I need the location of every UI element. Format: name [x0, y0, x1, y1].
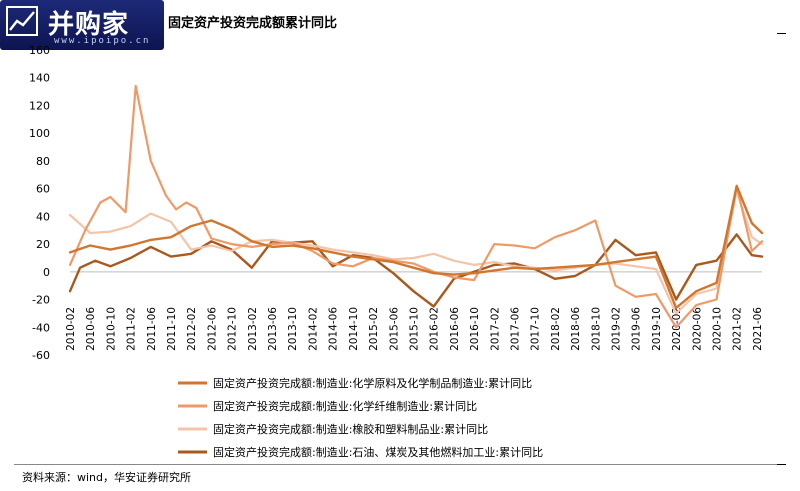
x-tick-label: 2014-02 — [307, 307, 319, 351]
corner-mark-bottom — [777, 464, 786, 465]
series-line — [68, 233, 764, 308]
x-tick-label: 2016-02 — [429, 307, 441, 351]
x-tick-label: 2015-06 — [388, 307, 400, 351]
y-axis: -60 -40 -20 0 20 40 60 80 100 120 140 160 — [29, 44, 50, 362]
logo-url: www.ipoipo.cn — [54, 36, 151, 46]
x-tick-label: 2019-06 — [631, 307, 643, 351]
x-axis: 2010-02 2010-06 2010-10 2011-02 2011-06 2011-… — [65, 271, 764, 351]
brand-logo: 并购家 www.ipoipo.cn — [0, 0, 164, 50]
legend: 固定资产投资完成额:制造业:化学原料及化学制品制造业:累计同比固定资产投资完成额… — [178, 376, 543, 459]
x-tick-label: 2021-02 — [732, 307, 744, 351]
x-tick-label: 2017-06 — [509, 307, 521, 351]
y-tick-label: -20 — [32, 294, 50, 307]
series-line — [68, 84, 764, 329]
x-tick-label: 2019-02 — [611, 307, 623, 351]
x-tick-label: 2021-06 — [752, 307, 764, 351]
footer-divider — [14, 464, 786, 465]
y-tick-label: -40 — [32, 321, 50, 334]
legend-label: 固定资产投资完成额:制造业:化学原料及化学制品制造业:累计同比 — [213, 376, 532, 390]
y-tick-label: 140 — [29, 72, 50, 85]
x-tick-label: 2017-10 — [530, 307, 542, 351]
x-tick-label: 2014-06 — [328, 307, 340, 351]
x-tick-label: 2015-10 — [408, 307, 420, 351]
source-note: 资料来源：wind，华安证券研究所 — [22, 471, 192, 484]
x-tick-label: 2018-10 — [590, 307, 602, 351]
x-tick-label: 2013-02 — [247, 307, 259, 351]
x-tick-label: 2020-10 — [712, 307, 724, 351]
x-tick-label: 2016-10 — [469, 307, 481, 351]
corner-mark-top — [777, 33, 786, 34]
x-tick-label: 2010-10 — [105, 307, 117, 351]
x-tick-label: 2010-02 — [65, 307, 77, 351]
x-tick-label: 2015-02 — [368, 307, 380, 351]
x-tick-label: 2020-02 — [671, 307, 683, 351]
legend-label: 固定资产投资完成额:制造业:橡胶和塑料制品业:累计同比 — [213, 422, 488, 436]
x-tick-label: 2019-10 — [651, 307, 663, 351]
x-tick-label: 2014-10 — [348, 307, 360, 351]
y-tick-label: 0 — [43, 266, 50, 279]
x-tick-label: 2018-02 — [550, 307, 562, 351]
x-tick-label: 2016-06 — [449, 307, 461, 351]
logo-name: 并购家 — [48, 10, 130, 40]
x-tick-label: 2011-02 — [126, 307, 138, 351]
y-tick-label: 40 — [36, 210, 50, 223]
chart-logo-icon — [6, 6, 38, 36]
y-tick-label: 60 — [36, 183, 50, 196]
x-tick-label: 2010-06 — [85, 307, 97, 351]
y-tick-label: 100 — [29, 127, 50, 140]
legend-label: 固定资产投资完成额:制造业:化学纤维制造业:累计同比 — [213, 399, 477, 413]
chart-title: 固定资产投资完成额累计同比 — [168, 16, 338, 31]
x-tick-label: 2020-06 — [691, 307, 703, 351]
y-tick-label: 20 — [36, 238, 50, 251]
series-line — [68, 184, 764, 310]
x-tick-label: 2018-06 — [570, 307, 582, 351]
x-tick-label: 2012-10 — [227, 307, 239, 351]
y-tick-label: -60 — [32, 349, 50, 362]
y-tick-label: 160 — [29, 44, 50, 57]
series-lines — [68, 84, 764, 329]
x-tick-label: 2011-06 — [146, 307, 158, 351]
x-tick-label: 2017-02 — [489, 307, 501, 351]
x-tick-label: 2012-02 — [186, 307, 198, 351]
x-tick-label: 2013-06 — [267, 307, 279, 351]
x-tick-label: 2011-10 — [166, 307, 178, 351]
x-tick-label: 2012-06 — [206, 307, 218, 351]
y-tick-label: 80 — [36, 155, 50, 168]
legend-label: 固定资产投资完成额:制造业:石油、煤炭及其他燃料加工业:累计同比 — [213, 445, 543, 459]
y-tick-label: 120 — [29, 99, 50, 112]
x-tick-label: 2013-10 — [287, 307, 299, 351]
series-line — [68, 190, 764, 315]
